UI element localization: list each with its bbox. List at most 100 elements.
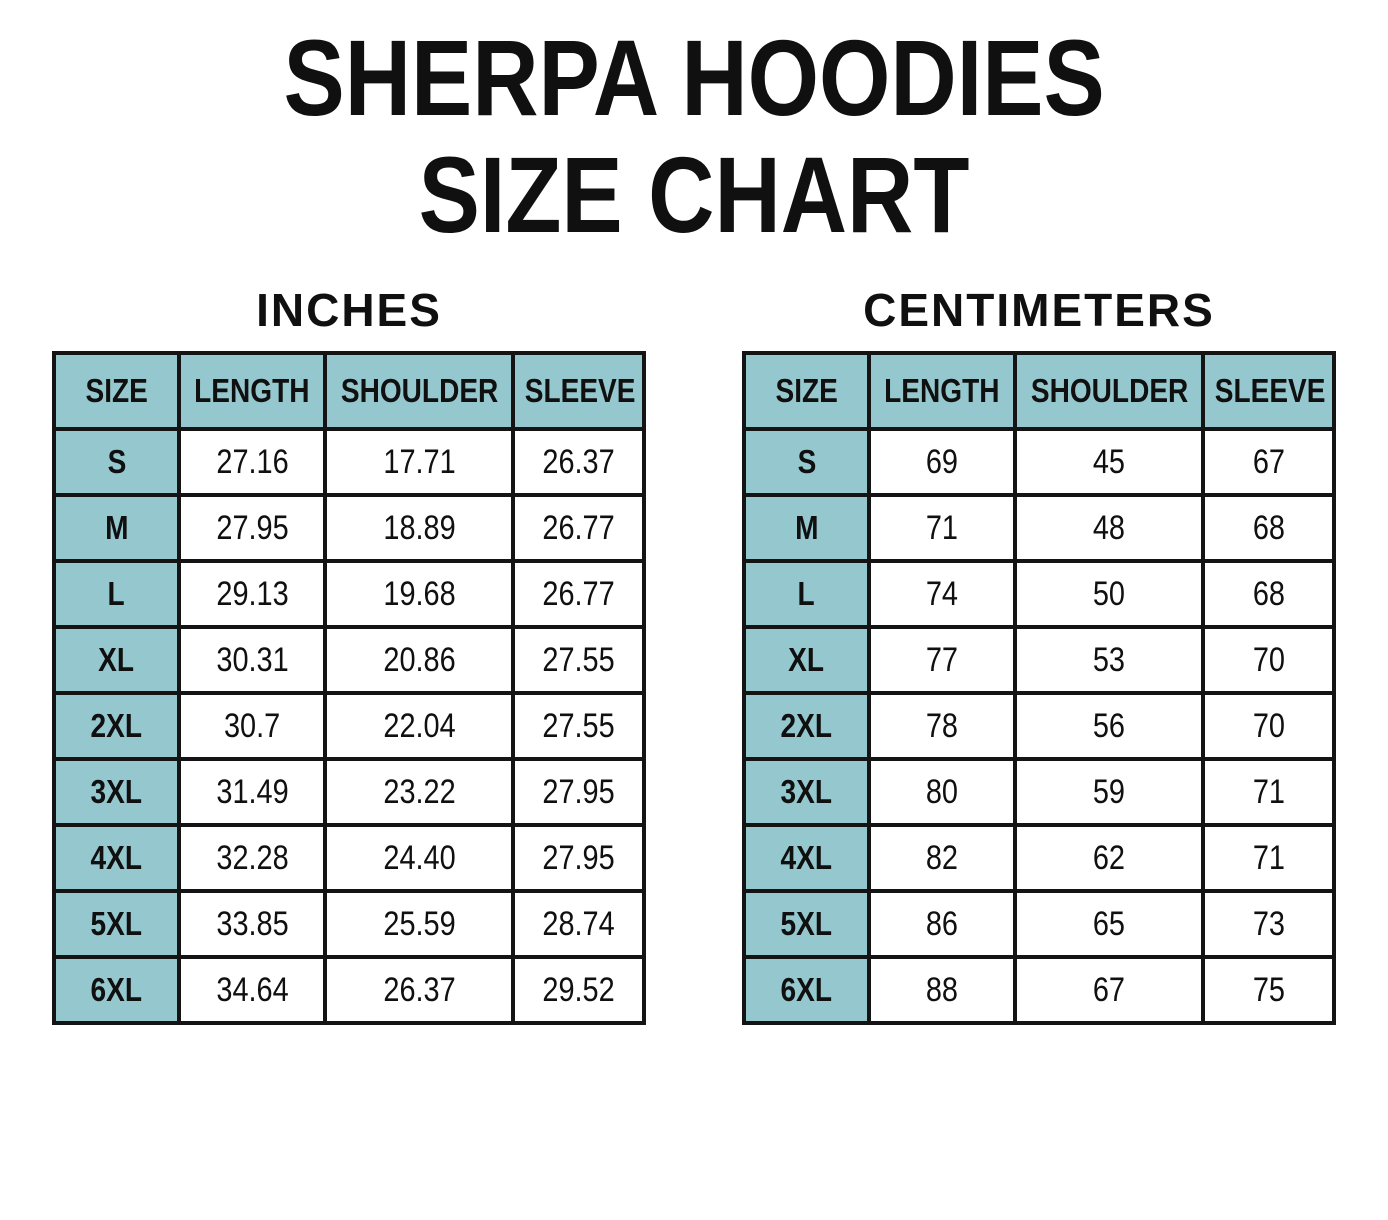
column-header-sleeve: SLEEVE	[1201, 351, 1336, 432]
column-header-label: SHOULDER	[1031, 372, 1189, 410]
measurement-value: 33.85	[216, 904, 289, 943]
measurement-cell-sleeve: 70	[1201, 625, 1336, 696]
measurement-cell-shoulder: 24.40	[323, 823, 515, 894]
measurement-cell-length: 30.31	[177, 625, 328, 696]
tables-row: INCHES SIZE LENGTH SHOULDER SLEEVE S 27.16 17.…	[0, 283, 1388, 1026]
size-cell: S	[741, 427, 872, 498]
column-header-size: SIZE	[741, 351, 872, 432]
measurement-value: 71	[1252, 772, 1285, 811]
column-header-label: SIZE	[85, 372, 148, 410]
size-label: 6XL	[780, 971, 833, 1009]
measurement-cell-sleeve: 26.77	[511, 493, 646, 564]
measurement-cell-shoulder: 67	[1013, 955, 1205, 1026]
column-header-label: LENGTH	[194, 372, 310, 410]
measurement-cell-shoulder: 22.04	[323, 691, 515, 762]
column-header-label: SLEEVE	[1214, 372, 1326, 410]
measurement-value: 71	[926, 508, 959, 547]
measurement-cell-sleeve: 67	[1201, 427, 1336, 498]
measurement-cell-length: 31.49	[177, 757, 328, 828]
size-cell: M	[741, 493, 872, 564]
size-row-l: L 74 50 68	[741, 559, 1336, 630]
page-title-line-1: SHERPA HOODIES	[0, 17, 1388, 138]
inches-size-table: SIZE LENGTH SHOULDER SLEEVE S 27.16 17.71 26.37…	[51, 351, 646, 1026]
size-row-xl: XL 77 53 70	[741, 625, 1336, 696]
inches-heading: INCHES	[256, 284, 442, 337]
size-label: 4XL	[90, 839, 143, 877]
size-cell: 5XL	[741, 889, 872, 960]
measurement-value: 67	[1252, 442, 1285, 481]
measurement-value: 75	[1252, 970, 1285, 1009]
column-header-length: LENGTH	[177, 351, 328, 432]
measurement-cell-shoulder: 25.59	[323, 889, 515, 960]
size-row-s: S 27.16 17.71 26.37	[51, 427, 646, 498]
size-row-5xl: 5XL 33.85 25.59 28.74	[51, 889, 646, 960]
measurement-cell-length: 86	[867, 889, 1018, 960]
size-label: 2XL	[90, 707, 143, 745]
measurement-cell-length: 29.13	[177, 559, 328, 630]
size-cell: S	[51, 427, 182, 498]
size-cell: L	[51, 559, 182, 630]
measurement-value: 17.71	[383, 442, 456, 481]
size-label: 4XL	[780, 839, 833, 877]
measurement-value: 53	[1093, 640, 1126, 679]
header-row: SIZE LENGTH SHOULDER SLEEVE	[741, 351, 1336, 432]
size-label: 3XL	[90, 773, 143, 811]
size-row-m: M 71 48 68	[741, 493, 1336, 564]
size-cell: 5XL	[51, 889, 182, 960]
measurement-cell-sleeve: 27.55	[511, 691, 646, 762]
size-row-l: L 29.13 19.68 26.77	[51, 559, 646, 630]
measurement-value: 31.49	[216, 772, 289, 811]
measurement-cell-shoulder: 56	[1013, 691, 1205, 762]
measurement-value: 32.28	[216, 838, 289, 877]
measurement-cell-sleeve: 68	[1201, 559, 1336, 630]
measurement-cell-length: 27.16	[177, 427, 328, 498]
measurement-value: 27.55	[542, 706, 615, 745]
measurement-value: 48	[1093, 508, 1126, 547]
measurement-value: 18.89	[383, 508, 456, 547]
measurement-value: 26.77	[542, 574, 615, 613]
measurement-cell-shoulder: 59	[1013, 757, 1205, 828]
size-label: 6XL	[90, 971, 143, 1009]
column-header-sleeve: SLEEVE	[511, 351, 646, 432]
measurement-value: 69	[926, 442, 959, 481]
measurement-cell-shoulder: 50	[1013, 559, 1205, 630]
column-header-size: SIZE	[51, 351, 182, 432]
measurement-cell-sleeve: 28.74	[511, 889, 646, 960]
measurement-cell-sleeve: 75	[1201, 955, 1336, 1026]
measurement-value: 29.13	[216, 574, 289, 613]
measurement-cell-length: 34.64	[177, 955, 328, 1026]
size-cell: 2XL	[51, 691, 182, 762]
measurement-cell-length: 82	[867, 823, 1018, 894]
page-title-text-1: SHERPA HOODIES	[283, 17, 1105, 138]
size-row-5xl: 5XL 86 65 73	[741, 889, 1336, 960]
measurement-value: 19.68	[383, 574, 456, 613]
measurement-value: 20.86	[383, 640, 456, 679]
measurement-value: 70	[1252, 640, 1285, 679]
size-label: S	[107, 443, 126, 481]
centimeters-heading: CENTIMETERS	[863, 284, 1215, 337]
size-cell: 6XL	[741, 955, 872, 1026]
size-cell: 3XL	[51, 757, 182, 828]
measurement-value: 28.74	[542, 904, 615, 943]
column-header-label: SLEEVE	[524, 372, 636, 410]
column-header-label: LENGTH	[884, 372, 1000, 410]
measurement-value: 24.40	[383, 838, 456, 877]
measurement-cell-shoulder: 53	[1013, 625, 1205, 696]
column-header-label: SHOULDER	[341, 372, 499, 410]
measurement-value: 68	[1252, 574, 1285, 613]
size-label: 2XL	[780, 707, 833, 745]
measurement-cell-shoulder: 19.68	[323, 559, 515, 630]
size-cell: 4XL	[741, 823, 872, 894]
measurement-value: 74	[926, 574, 959, 613]
measurement-cell-shoulder: 18.89	[323, 493, 515, 564]
measurement-value: 59	[1093, 772, 1126, 811]
measurement-value: 27.95	[542, 772, 615, 811]
size-cell: M	[51, 493, 182, 564]
size-row-6xl: 6XL 34.64 26.37 29.52	[51, 955, 646, 1026]
measurement-value: 71	[1252, 838, 1285, 877]
size-label: 5XL	[90, 905, 143, 943]
measurement-cell-shoulder: 48	[1013, 493, 1205, 564]
measurement-cell-sleeve: 29.52	[511, 955, 646, 1026]
size-row-6xl: 6XL 88 67 75	[741, 955, 1336, 1026]
measurement-cell-length: 33.85	[177, 889, 328, 960]
